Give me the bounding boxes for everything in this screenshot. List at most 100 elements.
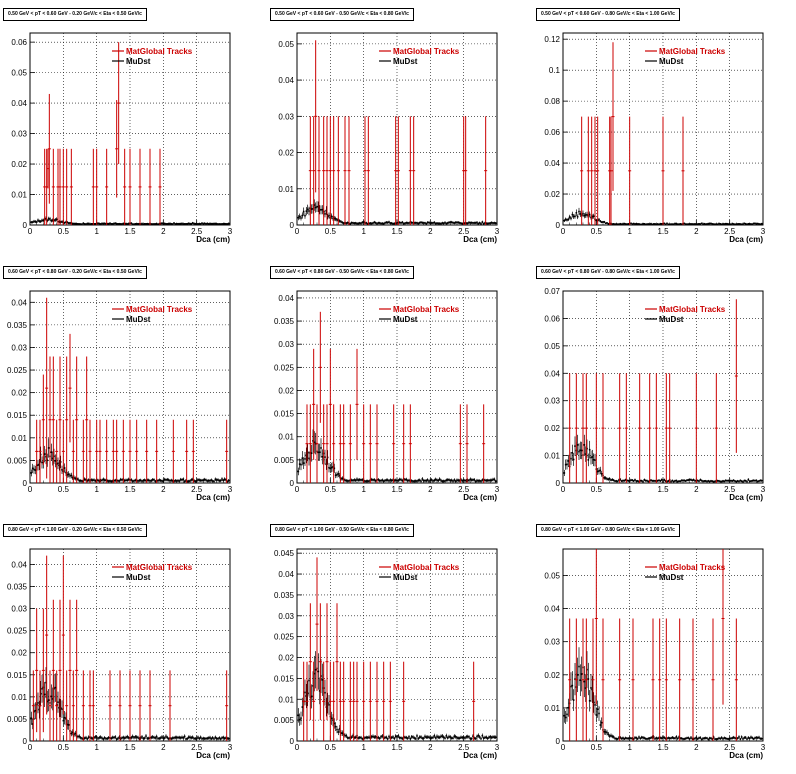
mudst-point	[393, 737, 396, 740]
mudst-point	[70, 474, 73, 477]
y-tick-label: 0.04	[278, 570, 294, 579]
mudst-point	[378, 222, 381, 224]
mudst-point	[374, 479, 377, 482]
mudst-point	[190, 736, 193, 739]
mudst-point	[676, 223, 679, 225]
mudst-point	[494, 222, 497, 224]
y-tick-label: 0.02	[544, 424, 560, 433]
mudst-point	[81, 737, 83, 740]
mudst-point	[195, 737, 198, 740]
mudst-point	[227, 222, 230, 225]
mudst-point	[85, 479, 87, 481]
mudst-point	[441, 735, 444, 737]
mudst-point	[61, 708, 63, 710]
mudst-point	[734, 737, 736, 739]
mudst-point	[163, 222, 166, 225]
x-tick-label: 0	[28, 485, 33, 494]
mudst-point	[571, 451, 574, 454]
mudst-point	[572, 458, 575, 461]
mudst-point	[300, 463, 302, 466]
mudst-point	[91, 737, 94, 740]
mudst-point	[610, 479, 612, 481]
mudst-point	[77, 223, 79, 225]
x-tick-label: 1	[627, 485, 632, 494]
mudst-point	[434, 737, 437, 739]
mudst-point	[98, 736, 101, 739]
y-tick-label: 0.025	[274, 633, 295, 642]
mudst-point	[171, 737, 174, 739]
mudst-point	[622, 479, 624, 482]
mudst-point	[416, 480, 418, 482]
mudst-point	[105, 223, 107, 225]
mudst-point	[614, 223, 616, 225]
mudst-point	[667, 737, 670, 739]
panel-2: 0 0.5 1 1.5 2 2.5 3 0 0.01 0.02 0.03 0.04 0.05 Dca (c…	[278, 32, 500, 244]
mudst-point	[408, 736, 410, 738]
mudst-point	[567, 218, 570, 221]
x-tick-label: 2.5	[458, 227, 470, 236]
mudst-point	[732, 736, 735, 739]
mudst-point	[361, 221, 364, 224]
mudst-point	[401, 221, 404, 224]
mudst-point	[30, 221, 33, 224]
x-tick-label: 1	[94, 227, 99, 236]
mudst-point	[624, 479, 627, 481]
mudst-point	[131, 480, 134, 482]
mudst-point	[125, 479, 127, 481]
mudst-point	[334, 218, 337, 220]
mudst-point	[78, 735, 81, 738]
mudst-point	[178, 222, 181, 225]
mudst-point	[159, 479, 162, 482]
mudst-point	[417, 737, 420, 740]
mudst-point	[473, 222, 476, 224]
mudst-point	[635, 737, 638, 739]
mudst-point	[743, 222, 746, 225]
y-tick-label: 0.035	[274, 317, 295, 326]
mudst-point	[301, 457, 304, 459]
mudst-point	[154, 480, 157, 483]
mudst-point	[195, 480, 198, 482]
mudst-point	[67, 222, 70, 224]
mudst-point	[217, 479, 219, 481]
mudst-point	[358, 736, 361, 739]
mudst-point	[469, 737, 472, 740]
mudst-point	[381, 479, 384, 481]
mudst-point	[720, 736, 723, 739]
mudst-point	[446, 479, 449, 481]
mudst-point	[181, 479, 183, 481]
mudst-point	[398, 478, 401, 481]
legend-black-label: MuDst	[393, 57, 418, 66]
mudst-point	[146, 737, 149, 740]
mudst-point	[114, 222, 117, 225]
mudst-point	[175, 480, 178, 482]
mudst-point	[97, 479, 99, 482]
mudst-point	[53, 687, 55, 690]
mudst-point	[754, 737, 756, 739]
mudst-point	[360, 736, 362, 739]
mudst-point	[587, 678, 590, 680]
mudst-point	[472, 479, 474, 481]
mudst-point	[678, 223, 680, 225]
mudst-point	[171, 223, 174, 225]
mudst-point	[588, 213, 591, 216]
mudst-point	[101, 479, 103, 482]
mudst-point	[123, 737, 126, 739]
mudst-point	[417, 222, 420, 225]
mudst-point	[405, 478, 408, 481]
mudst-point	[712, 223, 715, 225]
mudst-point	[490, 736, 493, 739]
mudst-point	[182, 737, 185, 739]
mudst-point	[365, 736, 368, 739]
mudst-point	[736, 480, 739, 482]
panel-title: 0.60 GeV < pT < 0.80 GeV - 0.50 GeV/c < …	[270, 266, 414, 279]
mudst-point	[607, 222, 610, 225]
mudst-point	[618, 479, 620, 481]
x-tick-label: 0.5	[325, 227, 337, 236]
mudst-point	[448, 735, 450, 738]
mudst-point	[664, 223, 667, 225]
mudst-point	[306, 208, 309, 211]
mudst-point	[340, 732, 342, 734]
mudst-point	[346, 737, 349, 739]
mudst-point	[143, 479, 146, 481]
mudst-point	[622, 737, 624, 739]
